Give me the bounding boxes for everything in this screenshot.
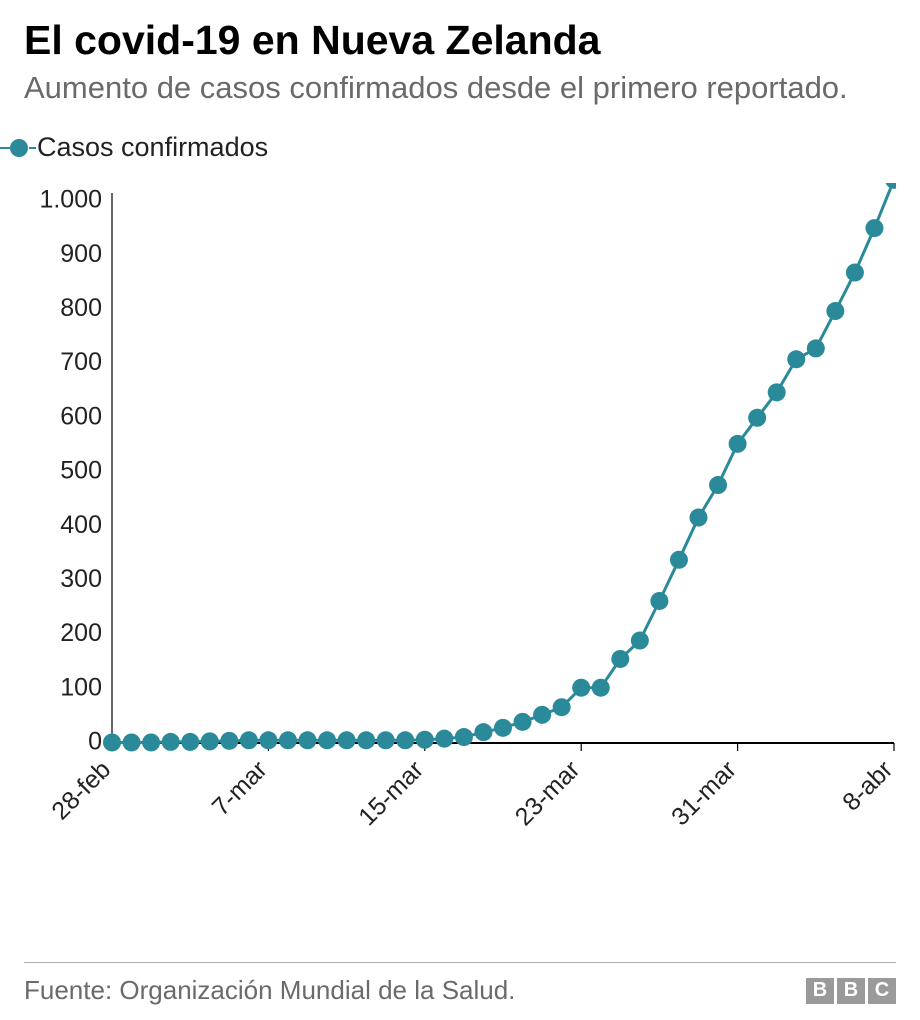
- data-point: [553, 699, 571, 717]
- data-point: [396, 732, 414, 750]
- data-point: [220, 732, 238, 750]
- y-tick-label: 800: [60, 294, 102, 322]
- y-tick-label: 700: [60, 348, 102, 376]
- data-point: [650, 592, 668, 610]
- y-tick-label: 0: [88, 728, 102, 756]
- data-point: [514, 713, 532, 731]
- data-point: [748, 409, 766, 427]
- x-tick-label: 7-mar: [207, 756, 273, 822]
- x-tick-label: 28-feb: [46, 756, 116, 826]
- data-point: [318, 732, 336, 750]
- chart-svg: 0 100 200 300 400 500 600 700 800 900 1.000 28-feb 7…: [24, 183, 896, 954]
- data-point: [103, 734, 121, 752]
- data-point: [299, 732, 317, 750]
- data-point: [729, 435, 747, 453]
- data-point: [494, 719, 512, 737]
- legend-label: Casos confirmados: [37, 132, 268, 163]
- y-tick-label: 900: [60, 240, 102, 268]
- data-point: [690, 509, 708, 527]
- data-point: [435, 730, 453, 748]
- legend-marker: [0, 138, 36, 158]
- chart-container: El covid-19 en Nueva Zelanda Aumento de …: [0, 0, 920, 1020]
- data-point: [846, 264, 864, 282]
- data-point: [377, 732, 395, 750]
- source-text: Fuente: Organización Mundial de la Salud…: [24, 975, 515, 1006]
- series-line: [112, 183, 894, 742]
- data-point: [807, 340, 825, 358]
- y-tick-label: 300: [60, 565, 102, 593]
- chart-plot-area: 0 100 200 300 400 500 600 700 800 900 1.000 28-feb 7…: [24, 183, 896, 954]
- x-tick-label: 8-abr: [837, 756, 896, 817]
- data-point: [162, 733, 180, 751]
- y-tick-label: 200: [60, 619, 102, 647]
- bbc-logo-box: C: [868, 978, 896, 1004]
- data-point: [142, 734, 160, 752]
- y-tick-label: 400: [60, 511, 102, 539]
- data-point: [474, 723, 492, 741]
- data-point: [279, 732, 297, 750]
- data-point: [787, 351, 805, 369]
- chart-subtitle: Aumento de casos confirmados desde el pr…: [24, 69, 896, 106]
- data-point: [865, 219, 883, 237]
- y-tick-label: 1.000: [39, 186, 102, 214]
- data-point: [123, 734, 141, 752]
- data-point: [338, 732, 356, 750]
- x-tick-label: 15-mar: [353, 756, 429, 832]
- data-point: [259, 732, 277, 750]
- data-point: [631, 632, 649, 650]
- data-point: [240, 732, 258, 750]
- bbc-logo-box: B: [837, 978, 865, 1004]
- data-point: [416, 731, 434, 749]
- data-point: [533, 706, 551, 724]
- data-point: [611, 650, 629, 668]
- data-point: [709, 476, 727, 494]
- data-point: [670, 551, 688, 569]
- data-point: [357, 732, 375, 750]
- data-point: [201, 733, 219, 751]
- data-point: [885, 183, 896, 189]
- data-point: [768, 384, 786, 402]
- data-point: [181, 733, 199, 751]
- chart-title: El covid-19 en Nueva Zelanda: [24, 18, 896, 63]
- x-tick-label: 23-mar: [510, 756, 586, 832]
- data-point: [572, 679, 590, 697]
- y-tick-label: 600: [60, 403, 102, 431]
- data-point: [826, 302, 844, 320]
- x-tick-label: 31-mar: [666, 756, 742, 832]
- footer: Fuente: Organización Mundial de la Salud…: [24, 962, 896, 1020]
- data-point: [455, 728, 473, 746]
- y-tick-label: 100: [60, 674, 102, 702]
- bbc-logo: B B C: [806, 978, 896, 1004]
- y-tick-label: 500: [60, 457, 102, 485]
- bbc-logo-box: B: [806, 978, 834, 1004]
- legend: Casos confirmados: [0, 132, 896, 163]
- data-point: [592, 679, 610, 697]
